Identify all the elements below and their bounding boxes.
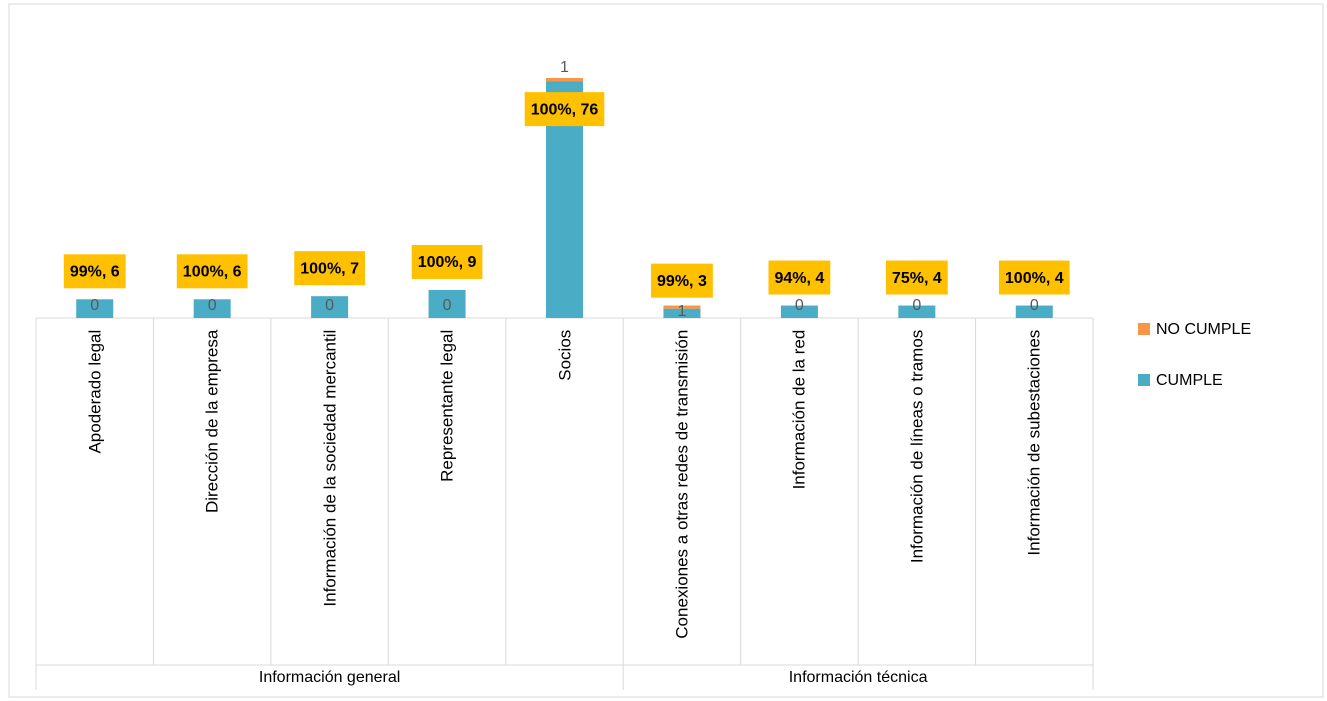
x-tick-text: Dirección de la empresa (202, 329, 222, 514)
bar-segment (663, 308, 701, 318)
data-label: 0 (90, 297, 99, 314)
x-tick-text: Apoderado legal (85, 329, 105, 454)
x-tick-text: Socios (555, 329, 574, 382)
legend-swatch (1138, 323, 1150, 335)
x-tick-label: Conexiones a otras redes de transmisión (625, 330, 738, 650)
bar-segment (663, 305, 701, 309)
x-tick-text: Información de líneas o tramos (907, 329, 927, 564)
x-tick-label: Información de la red (743, 330, 856, 650)
data-label-box (651, 263, 713, 298)
x-tick-label: Representante legal (390, 330, 503, 650)
data-label-box (885, 260, 948, 295)
group-label: Información general (259, 669, 400, 686)
x-tick-label: Socios (508, 330, 621, 650)
data-label: 1 (560, 59, 569, 76)
data-label-box (524, 92, 605, 127)
data-label: 100%, 9 (418, 254, 477, 271)
data-label: 0 (1030, 297, 1039, 314)
data-label: 0 (795, 297, 804, 314)
chart-border (8, 3, 1324, 698)
data-label: 75%, 4 (892, 270, 942, 287)
x-tick-label: Información de subestaciones (978, 330, 1091, 650)
bar-segment (898, 305, 936, 318)
data-label: 1 (677, 303, 686, 320)
data-label-box (294, 251, 365, 286)
data-label: 99%, 6 (70, 264, 120, 281)
bar-segment (428, 289, 466, 318)
bar-segment (76, 299, 114, 318)
bar-segment (193, 299, 231, 318)
x-tick-label: Información de la sociedad mercantil (273, 330, 386, 650)
x-tick-text: Representante legal (437, 329, 457, 483)
x-tick-label: Apoderado legal (38, 330, 151, 650)
data-label: 100%, 6 (183, 264, 242, 281)
x-tick-text: Información de la red (789, 329, 809, 490)
data-label-box (411, 244, 483, 279)
x-tick-label: Información de líneas o tramos (860, 330, 973, 650)
bar-segment (780, 305, 818, 318)
data-label: 100%, 7 (300, 260, 359, 277)
x-tick-text: Información de la sociedad mercantil (320, 329, 340, 607)
group-label: Información técnica (789, 669, 928, 686)
x-tick-text: Conexiones a otras redes de transmisión (672, 329, 692, 639)
data-label: 0 (208, 297, 217, 314)
data-label: 99%, 3 (657, 273, 707, 290)
data-label-box (176, 254, 248, 289)
legend-label: CUMPLE (1156, 372, 1223, 389)
data-label-box (768, 260, 831, 295)
data-label: 100%, 76 (531, 101, 599, 118)
data-label-box (998, 260, 1070, 295)
data-label: 0 (912, 297, 921, 314)
data-label: 94%, 4 (774, 270, 824, 287)
x-tick-text: Información de subestaciones (1024, 329, 1044, 556)
bar-segment (1015, 305, 1053, 318)
data-label: 100%, 4 (1005, 270, 1064, 287)
x-tick-label: Dirección de la empresa (155, 330, 268, 650)
bar-segment (546, 78, 583, 82)
data-label: 0 (443, 297, 452, 314)
data-label: 0 (325, 297, 334, 314)
bar-segment (311, 296, 349, 318)
data-label-box (63, 254, 126, 289)
legend-label: NO CUMPLE (1156, 321, 1251, 338)
legend-swatch (1138, 374, 1150, 386)
